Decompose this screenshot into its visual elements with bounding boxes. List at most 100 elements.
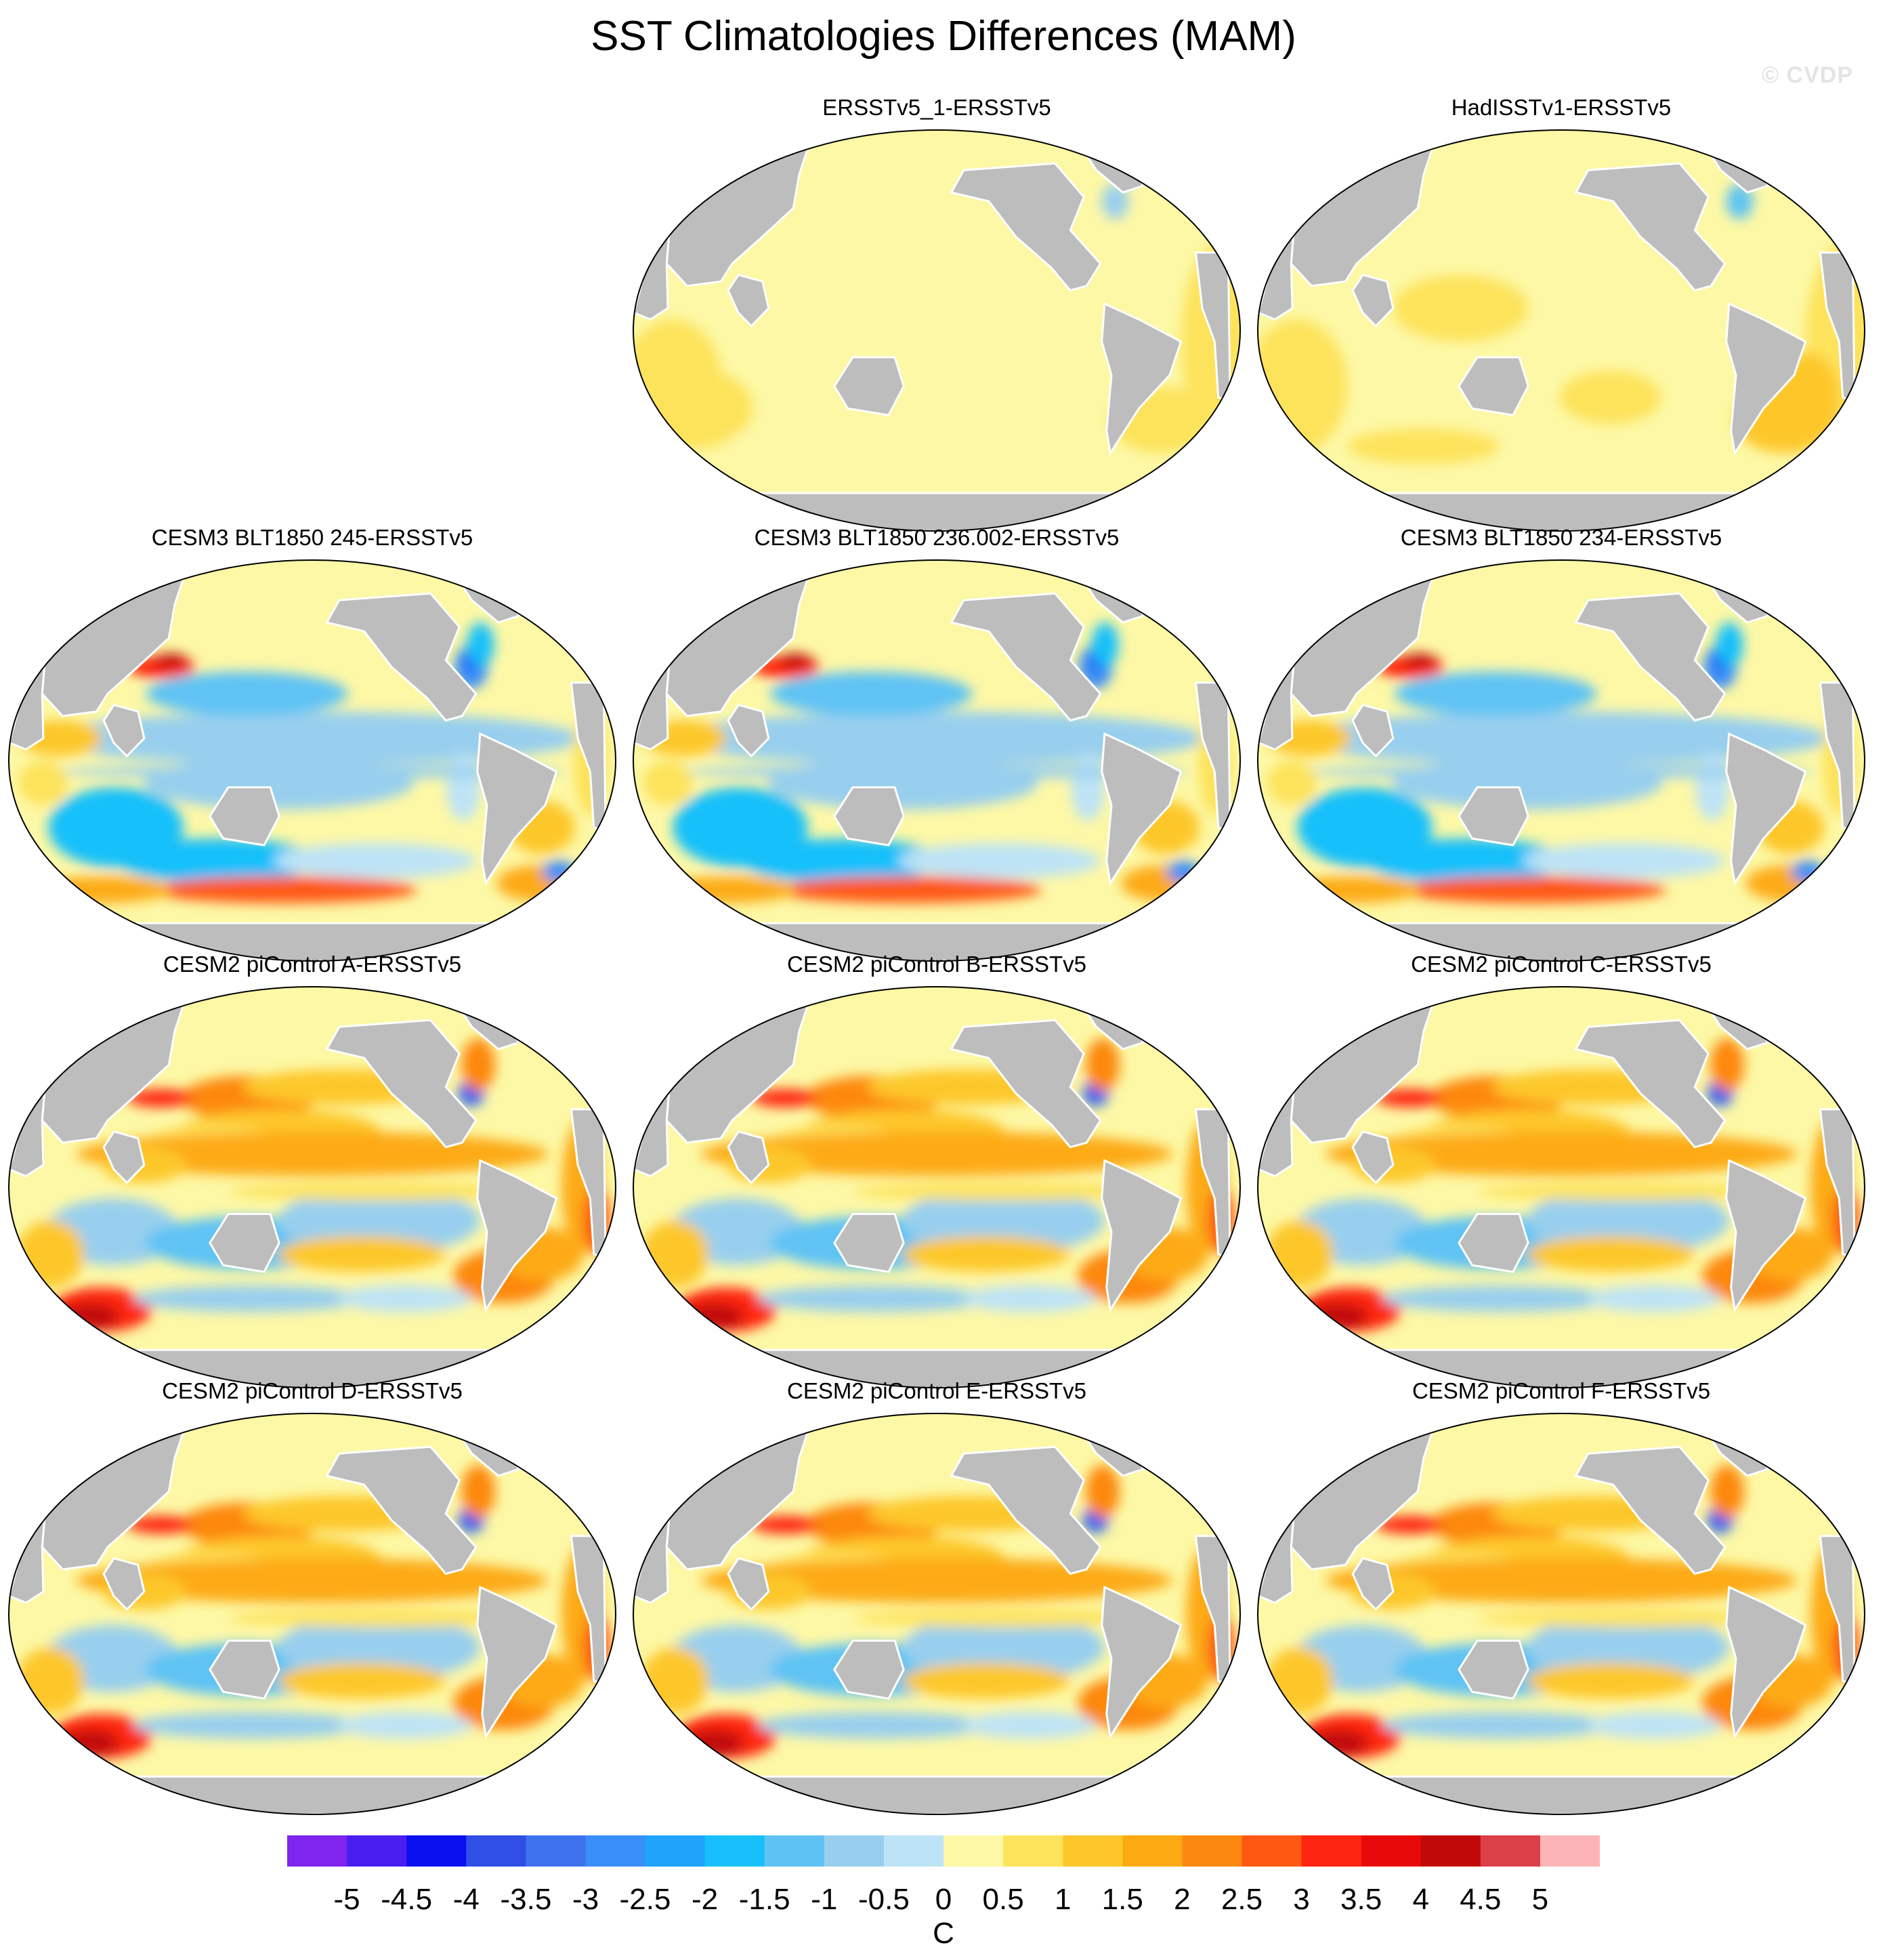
land-mass — [9, 1500, 46, 1604]
anomaly-region — [154, 654, 188, 667]
map-panel: CESM2 piControl A-ERSSTv5 — [0, 952, 624, 1388]
anomaly-region — [145, 671, 348, 717]
anomaly-region — [337, 1285, 473, 1313]
anomaly-region — [148, 876, 418, 903]
land-mass — [1725, 302, 1807, 456]
anomaly-region — [700, 1131, 1173, 1176]
anomaly-region — [1527, 1614, 1730, 1681]
colorbar-tick-label: 4 — [1412, 1883, 1429, 1916]
anomaly-region — [76, 1558, 549, 1603]
colorbar — [287, 1835, 1600, 1867]
anomaly-region — [1395, 671, 1597, 717]
anomaly-region — [768, 756, 1038, 810]
land-mass — [1725, 1159, 1807, 1313]
colorbar-tick-label: 2 — [1174, 1883, 1191, 1916]
world-map — [1257, 986, 1865, 1388]
colorbar-tick-label: 3 — [1293, 1883, 1310, 1916]
land-mass — [209, 1640, 280, 1700]
colorbar-tick-label: 3.5 — [1340, 1883, 1382, 1916]
anomaly-region — [1267, 761, 1318, 805]
colorbar-tick-label: -4.5 — [381, 1883, 433, 1916]
colorbar-swatch — [764, 1835, 825, 1867]
colorbar-swatch — [585, 1835, 646, 1867]
map-border — [633, 559, 1241, 962]
anomaly-region — [1376, 1089, 1443, 1107]
land-mass — [633, 217, 671, 321]
colorbar-tick-label: -2 — [692, 1883, 719, 1916]
colorbar-tick-label: -1.5 — [738, 1883, 790, 1916]
anomaly-region — [1308, 765, 1815, 779]
land-mass — [67, 1775, 557, 1814]
world-map — [8, 1413, 616, 1815]
map-border — [633, 129, 1241, 532]
anomaly-region — [42, 711, 582, 765]
panel-title: CESM2 piControl E-ERSSTv5 — [787, 1378, 1086, 1403]
map-border — [1257, 986, 1865, 1388]
colorbar-tick-label: 0 — [935, 1883, 952, 1916]
watermark: © CVDP — [1762, 62, 1853, 88]
anomaly-region — [962, 1711, 1097, 1739]
colorbar-tick-label: 1.5 — [1101, 1883, 1143, 1916]
colorbar-swatch — [466, 1835, 526, 1867]
colorbar-swatch — [347, 1835, 407, 1867]
land-mass — [833, 786, 905, 847]
colorbar-tick-label: -5 — [333, 1883, 360, 1916]
land-mass — [209, 786, 280, 847]
colorbar-swatch — [824, 1835, 885, 1867]
world-map — [633, 559, 1241, 962]
colorbar-swatch — [1063, 1835, 1123, 1867]
land-mass — [1258, 647, 1295, 751]
land-mass — [727, 704, 770, 758]
anomaly-region — [1347, 428, 1500, 465]
colorbar-swatch — [883, 1835, 944, 1867]
panel-title: CESM2 piControl A-ERSSTv5 — [163, 952, 462, 977]
anomaly-region — [700, 1558, 1173, 1603]
map-border — [8, 1413, 616, 1815]
anomaly-region — [1166, 861, 1201, 883]
land-mass — [1725, 732, 1807, 886]
anomaly-region — [337, 1711, 473, 1739]
land-mass — [209, 1213, 280, 1273]
anomaly-region — [76, 1131, 549, 1176]
land-mass — [633, 1500, 671, 1604]
anomaly-region — [127, 1089, 194, 1107]
map-panel: CESM2 piControl D-ERSSTv5 — [0, 1378, 624, 1815]
anomaly-region — [1477, 1183, 1781, 1201]
colorbar-swatch — [1122, 1835, 1183, 1867]
map-border — [8, 559, 616, 962]
map-panel: CESM2 piControl E-ERSSTv5 — [624, 1378, 1249, 1815]
anomaly-region — [898, 843, 1101, 879]
land-mass — [1458, 356, 1529, 417]
colorbar-tick-label: -3 — [572, 1883, 599, 1916]
panel-title: CESM2 piControl B-ERSSTv5 — [787, 952, 1086, 977]
anomaly-region — [1286, 876, 1421, 903]
map-panel: CESM2 piControl B-ERSSTv5 — [624, 952, 1249, 1388]
anomaly-region — [741, 838, 944, 883]
anomaly-region — [751, 1516, 819, 1534]
map-panel: CESM2 piControl F-ERSSTv5 — [1249, 1378, 1873, 1815]
anomaly-region — [446, 754, 480, 821]
land-mass — [1574, 1445, 1726, 1575]
anomaly-region — [962, 1285, 1097, 1313]
colorbar-swatch — [1182, 1835, 1242, 1867]
world-map — [1257, 559, 1865, 962]
map-panel: CESM3 BLT1850 236.002-ERSSTv5 — [624, 525, 1249, 962]
land-mass — [727, 1557, 770, 1611]
map-border — [1257, 559, 1865, 962]
anomaly-region — [772, 876, 1042, 903]
anomaly-region — [1710, 1038, 1744, 1092]
colorbar-swatch — [526, 1835, 586, 1867]
land-mass — [325, 592, 478, 722]
panel-title: CESM3 BLT1850 245-ERSSTv5 — [151, 525, 473, 550]
land-mass — [1101, 732, 1183, 886]
panel-title: CESM2 piControl C-ERSSTv5 — [1411, 952, 1712, 977]
land-mass — [1351, 1557, 1395, 1611]
colorbar-swatch — [944, 1835, 1004, 1867]
map-panel: HadISSTv1-ERSSTv5 — [1249, 95, 1873, 532]
land-mass — [325, 1019, 478, 1149]
colorbar-unit: C — [933, 1917, 954, 1950]
colorbar-swatch — [1301, 1835, 1362, 1867]
anomaly-region — [1695, 754, 1729, 821]
land-mass — [1258, 1500, 1295, 1604]
anomaly-region — [642, 761, 694, 805]
